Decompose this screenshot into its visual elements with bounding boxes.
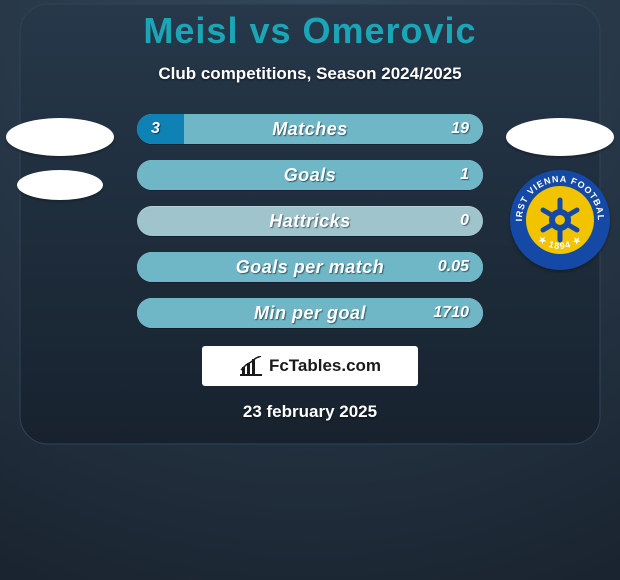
bar-right-value: 0	[446, 206, 483, 236]
player1-club-ellipse	[17, 170, 103, 200]
stat-bar: Hattricks0	[137, 206, 483, 236]
bar-right-value: 1710	[419, 298, 483, 328]
barchart-icon	[239, 356, 263, 376]
site-logo-box[interactable]: FcTables.com	[202, 346, 418, 386]
bar-right-value: 1	[446, 160, 483, 190]
stat-bar: Goals1	[137, 160, 483, 190]
stat-bar: Matches3 19	[137, 114, 483, 144]
right-logo-stack: FIRST VIENNA FOOTBALL ★ 1894 ★	[500, 118, 620, 270]
bar-label: Matches	[137, 114, 483, 144]
date-text: 23 february 2025	[243, 402, 377, 422]
stat-bar: Goals per match0.05	[137, 252, 483, 282]
bar-label: Hattricks	[137, 206, 483, 236]
bar-right-value: 19	[437, 114, 483, 144]
bar-label: Goals	[137, 160, 483, 190]
bar-left-value: 3	[137, 114, 174, 144]
bar-right-value: 0.05	[424, 252, 483, 282]
badge-ring-top-text: FIRST VIENNA FOOTBALL	[510, 170, 606, 221]
stat-bar: Min per goal1710	[137, 298, 483, 328]
subtitle: Club competitions, Season 2024/2025	[158, 64, 461, 84]
title: Meisl vs Omerovic	[143, 10, 476, 52]
site-name: FcTables.com	[269, 356, 381, 376]
left-logo-stack	[0, 118, 120, 200]
player2-ellipse	[506, 118, 614, 156]
player1-ellipse	[6, 118, 114, 156]
badge-ring-bottom-text: ★ 1894 ★	[536, 234, 583, 251]
player2-club-badge: FIRST VIENNA FOOTBALL ★ 1894 ★	[510, 170, 610, 270]
